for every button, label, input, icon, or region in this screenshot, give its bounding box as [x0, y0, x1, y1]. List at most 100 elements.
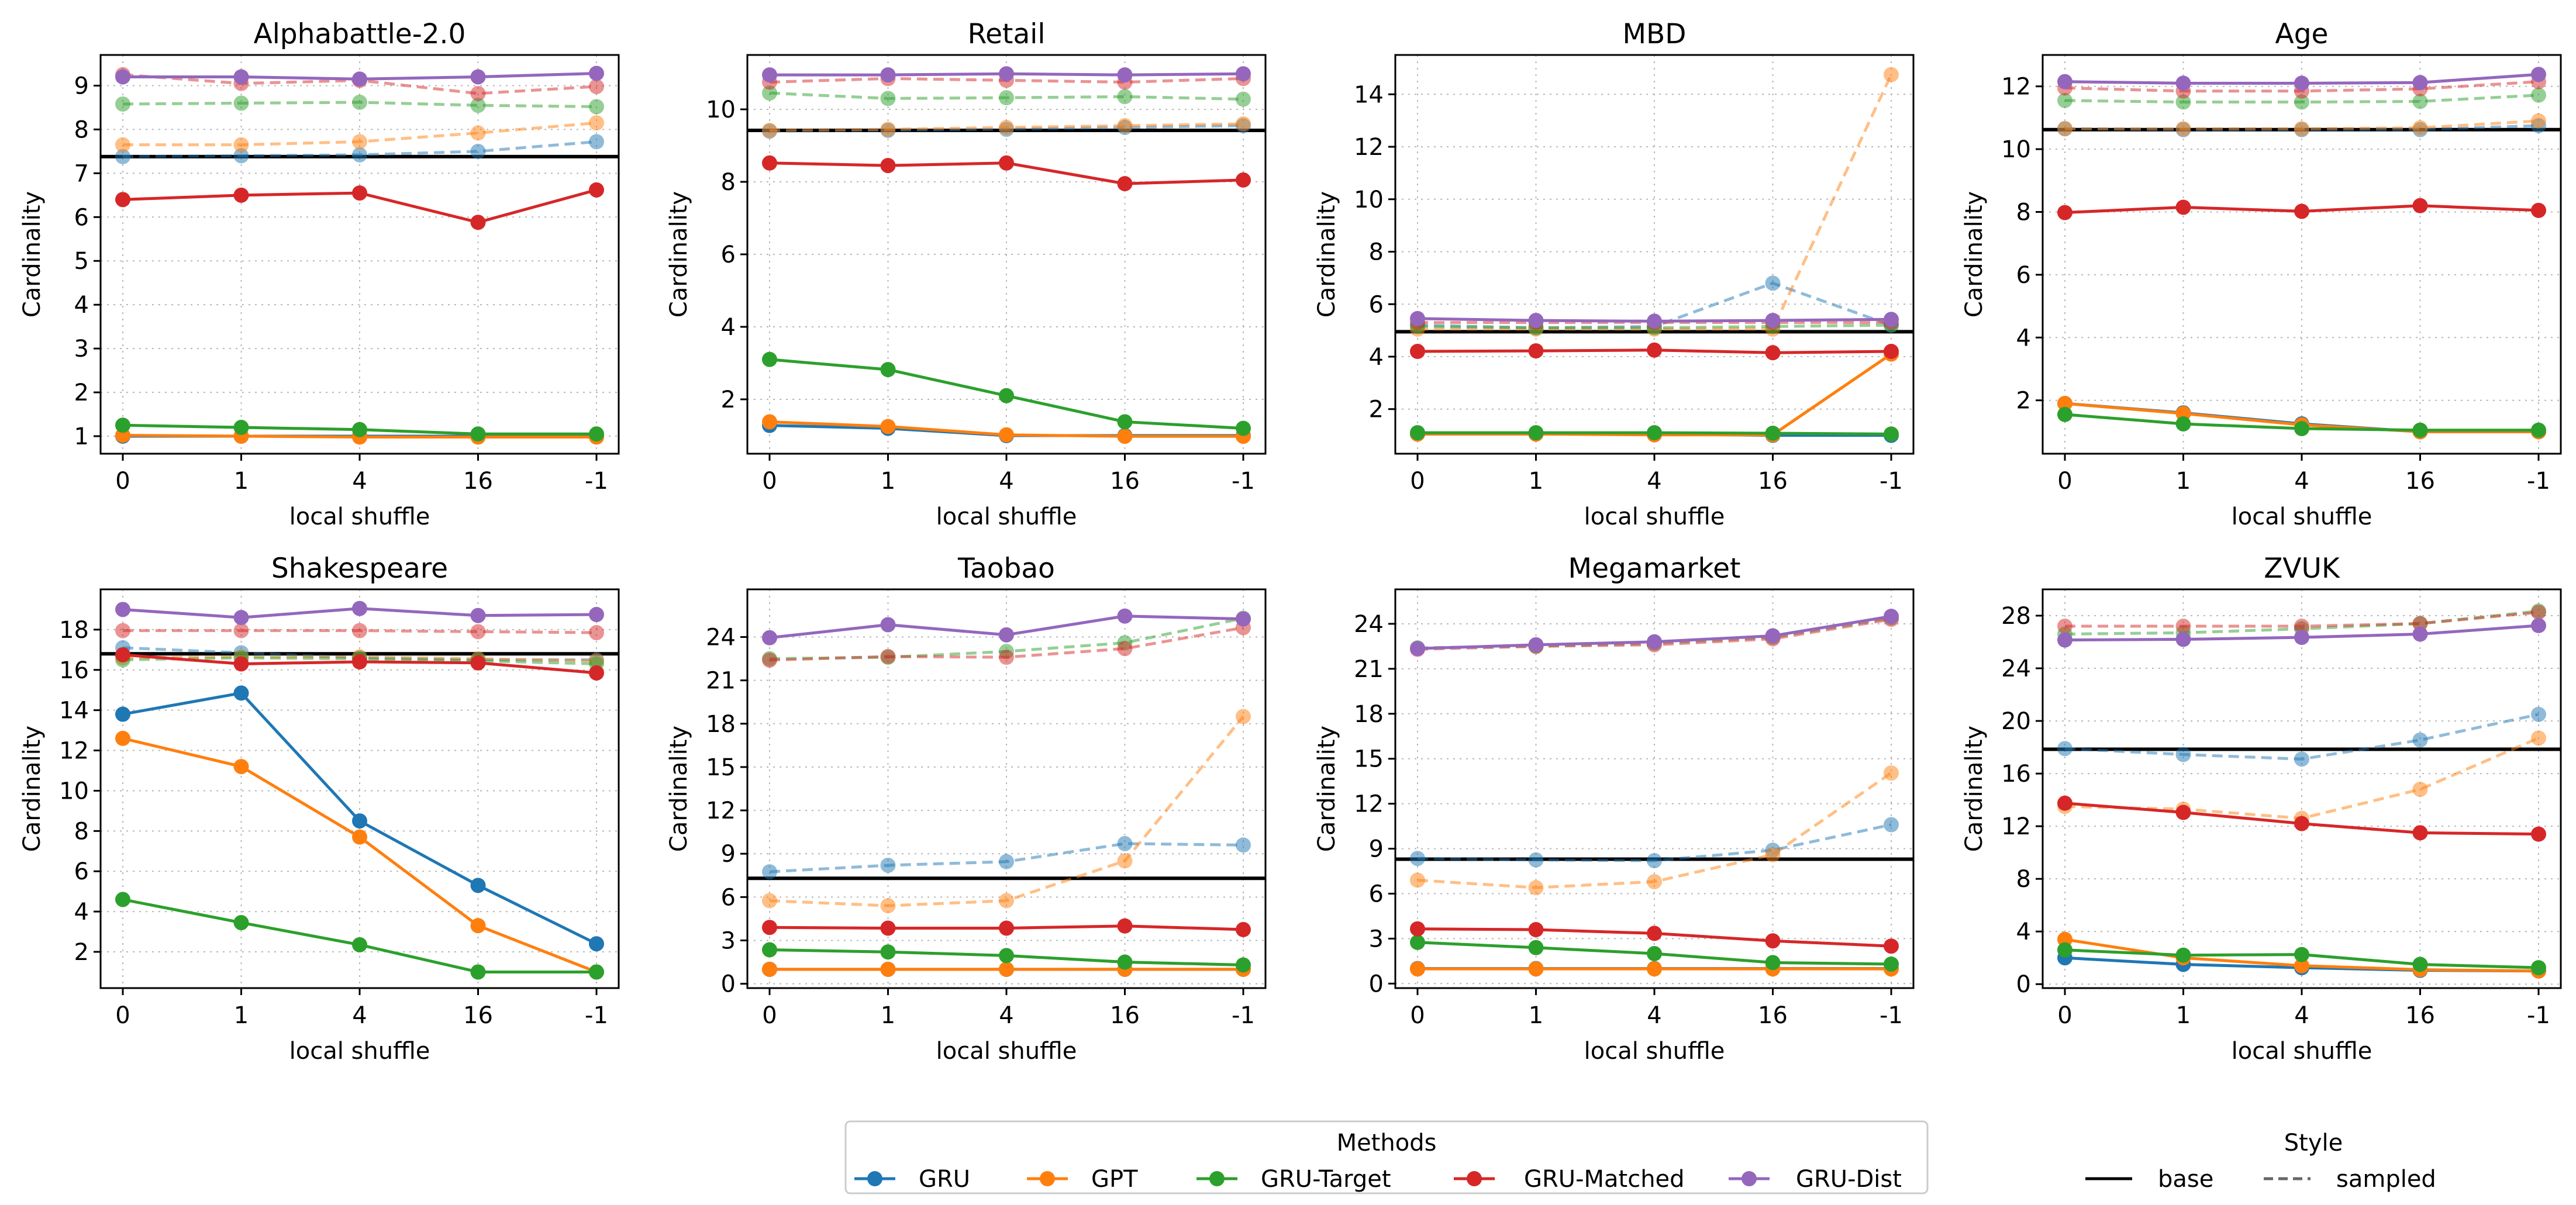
legend-label-gpt: GPT — [1091, 1166, 1138, 1193]
x-tick-label: -1 — [585, 1002, 608, 1029]
data-point — [880, 617, 896, 633]
data-point — [1236, 172, 1251, 188]
x-tick-label: 0 — [762, 1002, 777, 1029]
data-point — [115, 730, 130, 746]
data-point — [1647, 961, 1662, 977]
y-tick-label: 4 — [2016, 919, 2031, 945]
data-point — [352, 813, 367, 829]
series-gpt-base — [762, 414, 1251, 444]
data-point — [2412, 120, 2428, 136]
data-point — [233, 420, 249, 436]
x-tick-label: 1 — [881, 468, 895, 495]
data-point — [589, 115, 604, 131]
data-point — [1236, 957, 1251, 973]
y-tick-label: 15 — [1354, 746, 1384, 773]
data-point — [2057, 619, 2072, 634]
data-point — [589, 964, 604, 980]
series-gru-dist-base — [115, 600, 604, 626]
data-point — [2412, 94, 2428, 109]
data-point — [115, 137, 130, 153]
x-tick-label: 0 — [115, 1002, 130, 1029]
x-tick-label: 16 — [2405, 468, 2435, 495]
series-gru-target-base — [115, 417, 604, 442]
data-point — [2057, 406, 2072, 422]
data-point — [2412, 75, 2428, 91]
legend-label-base: base — [2158, 1166, 2213, 1193]
data-point — [1765, 955, 1781, 971]
y-tick-label: 24 — [706, 624, 736, 651]
legend-label-gru: GRU — [919, 1166, 970, 1193]
data-point — [1410, 872, 1425, 888]
data-point — [880, 898, 896, 914]
data-point — [2057, 205, 2072, 220]
y-tick-label: 0 — [1369, 971, 1384, 997]
y-axis-label: Cardinality — [665, 726, 692, 852]
series-line — [1418, 74, 1893, 331]
data-point — [352, 94, 367, 110]
legend-entry-gru-target: GRU-Target — [1196, 1166, 1391, 1193]
data-point — [1528, 961, 1544, 977]
y-tick-label: 6 — [74, 204, 89, 231]
data-point — [762, 893, 777, 909]
subplot-title: ZVUK — [2264, 553, 2340, 585]
x-tick-label: 4 — [352, 1002, 367, 1029]
data-point — [2412, 957, 2428, 972]
series-gru-sampled — [1410, 817, 1899, 869]
data-point — [1884, 67, 1899, 82]
data-point — [1410, 344, 1425, 360]
data-point — [352, 600, 367, 616]
plot-area — [115, 65, 604, 445]
x-tick-label: 16 — [463, 468, 493, 495]
data-point — [2531, 826, 2546, 842]
y-axis-label: Cardinality — [1961, 726, 1988, 852]
subplot-taobao: 0 3 6 9 12 15 18 21 24 0 1 4 16 -1 Taobao local shuffle… — [665, 553, 1267, 1065]
data-point — [762, 85, 777, 101]
data-point — [233, 187, 249, 203]
data-point — [762, 942, 777, 958]
data-point — [233, 95, 249, 111]
data-point — [2175, 121, 2191, 137]
x-tick-label: 1 — [2176, 1002, 2191, 1029]
series-gru-target-base — [1410, 934, 1899, 972]
data-point — [1765, 275, 1781, 291]
data-point — [115, 149, 130, 164]
data-point — [589, 607, 604, 623]
legend-entry-gru-matched: GRU-Matched — [1454, 1166, 1685, 1193]
data-point — [2057, 632, 2072, 648]
data-point — [2531, 113, 2546, 129]
data-point — [352, 134, 367, 150]
y-tick-label: 2 — [1369, 396, 1384, 423]
data-point — [589, 182, 604, 198]
data-point — [2057, 795, 2072, 811]
subplot-title: MBD — [1623, 18, 1687, 50]
data-point — [589, 78, 604, 94]
data-point — [1236, 611, 1251, 627]
y-axis-label: Cardinality — [1313, 191, 1340, 317]
x-axis-label: local shuffle — [2232, 1038, 2372, 1065]
data-point — [1236, 116, 1251, 132]
x-tick-label: 0 — [762, 468, 777, 495]
plot-area — [762, 608, 1251, 977]
data-point — [1410, 851, 1425, 866]
data-point — [2057, 92, 2072, 108]
data-point — [1236, 91, 1251, 107]
data-point — [880, 158, 896, 174]
y-axis-label: Cardinality — [665, 191, 692, 317]
data-point — [1117, 67, 1133, 83]
data-point — [1884, 817, 1899, 833]
data-point — [233, 623, 249, 638]
data-point — [1117, 835, 1133, 851]
data-point — [1528, 922, 1544, 938]
data-point — [2294, 816, 2309, 831]
data-point — [1236, 420, 1251, 436]
data-point — [999, 854, 1014, 869]
data-point — [999, 388, 1014, 403]
data-point — [2294, 203, 2309, 219]
data-point — [233, 656, 249, 672]
y-tick-label: 10 — [59, 778, 89, 805]
series-gru-target-sampled — [115, 94, 604, 115]
data-point — [470, 655, 486, 671]
data-point — [999, 650, 1014, 665]
